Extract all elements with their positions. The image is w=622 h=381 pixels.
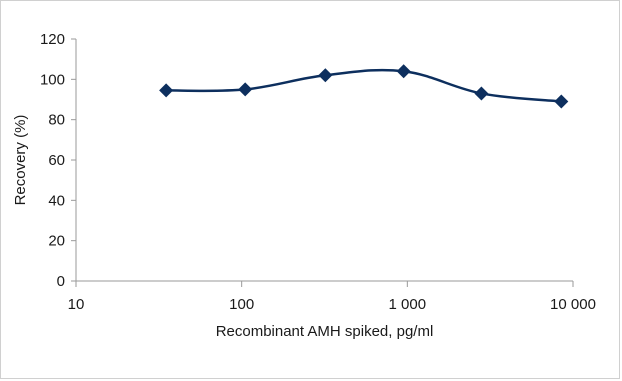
y-tick-label: 40 — [48, 192, 65, 209]
data-point-diamond-marker — [396, 64, 411, 79]
y-tick-label: 60 — [48, 152, 65, 169]
series-line — [166, 68, 562, 103]
y-tick-label: 100 — [40, 71, 65, 88]
series-group — [159, 64, 569, 109]
x-tick-label: 10 000 — [550, 296, 596, 313]
y-tick-label: 80 — [48, 112, 65, 129]
data-point-diamond-marker — [159, 83, 174, 98]
y-tick-label: 0 — [57, 273, 65, 290]
data-point-diamond-marker — [238, 82, 253, 97]
x-tick-label: 1 000 — [389, 296, 427, 313]
data-point-diamond-marker — [474, 86, 489, 101]
data-point-diamond-marker — [318, 68, 333, 83]
data-point-diamond-marker — [554, 94, 569, 109]
x-ticks: 10 100 1 000 10 000 — [68, 281, 596, 313]
y-ticks: 0 20 40 60 80 100 120 — [40, 31, 76, 290]
x-axis-title: Recombinant AMH spiked, pg/ml — [216, 323, 434, 340]
y-tick-label: 20 — [48, 233, 65, 250]
x-tick-label: 10 — [68, 296, 85, 313]
y-axis-title: Recovery (%) — [12, 115, 29, 206]
x-tick-label: 100 — [229, 296, 254, 313]
y-tick-label: 120 — [40, 31, 65, 48]
